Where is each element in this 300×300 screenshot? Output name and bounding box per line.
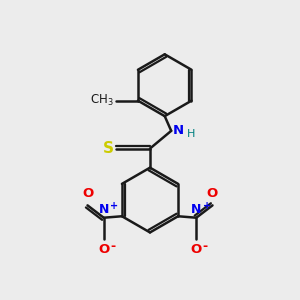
Text: N: N [191, 203, 202, 216]
Text: O: O [207, 187, 218, 200]
Text: H: H [187, 129, 195, 139]
Text: O: O [82, 187, 93, 200]
Text: -: - [203, 240, 208, 254]
Text: N: N [98, 203, 109, 216]
Text: CH$_3$: CH$_3$ [90, 93, 113, 108]
Text: N: N [172, 124, 184, 137]
Text: +: + [203, 201, 211, 211]
Text: +: + [110, 201, 118, 211]
Text: S: S [103, 141, 114, 156]
Text: O: O [191, 243, 202, 256]
Text: O: O [98, 243, 109, 256]
Text: -: - [110, 240, 115, 254]
